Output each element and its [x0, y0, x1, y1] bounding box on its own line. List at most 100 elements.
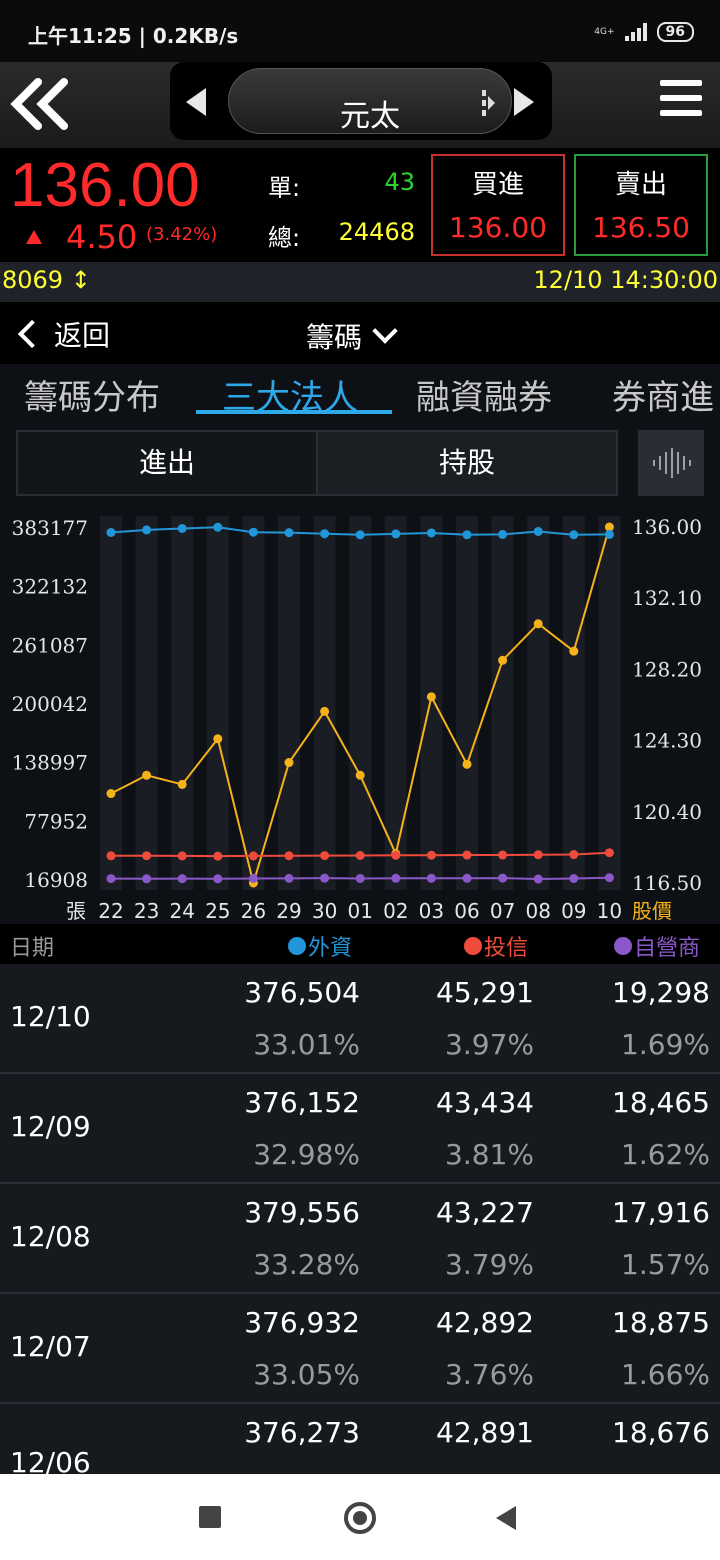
foreign-volume: 376,504 — [244, 976, 360, 1009]
tab-margin[interactable]: 融資融券 — [416, 378, 552, 416]
data-point — [604, 522, 614, 532]
single-label: 單: — [268, 174, 301, 202]
data-point — [248, 527, 258, 537]
y-left-tick: 383177 — [12, 516, 88, 540]
data-point — [213, 851, 223, 861]
updown-icon[interactable] — [480, 88, 496, 118]
x-tick: 03 — [419, 899, 444, 923]
y-left-tick: 138997 — [12, 751, 88, 775]
tab-institutional[interactable]: 三大法人 — [222, 378, 358, 416]
sub-nav: 返回 籌碼 — [0, 302, 720, 364]
data-point — [320, 851, 330, 861]
data-point — [355, 873, 365, 883]
trust-pct: 3.81% — [445, 1138, 534, 1171]
table-row[interactable]: 12/09 376,152 32.98% 43,434 3.81% 18,465… — [0, 1074, 720, 1184]
data-point — [320, 873, 330, 883]
dealer-pct: 1.66% — [621, 1358, 710, 1391]
dealer-volume: 18,875 — [612, 1306, 710, 1339]
segment-control: 進出 持股 — [16, 430, 618, 496]
segment-holdings[interactable]: 持股 — [318, 432, 616, 494]
price-change-pct: (3.42%) — [146, 224, 218, 245]
x-tick: 26 — [241, 899, 266, 923]
signal-icon — [624, 23, 647, 41]
x-tick: 08 — [525, 899, 550, 923]
trust-pct: 3.76% — [445, 1358, 534, 1391]
chart-column — [171, 516, 194, 890]
sell-label: 賣出 — [614, 170, 667, 200]
foreign-pct: 33.01% — [253, 1028, 360, 1061]
data-point — [391, 850, 401, 860]
x-tick: 22 — [98, 899, 123, 923]
trust-volume: 43,227 — [436, 1196, 534, 1229]
y-right-label: 股價 — [632, 899, 672, 923]
foreign-pct: 33.28% — [253, 1248, 360, 1281]
stock-name: 元太 — [340, 99, 400, 134]
data-point — [142, 525, 152, 535]
total-label: 總: — [268, 224, 301, 252]
stock-name-pill[interactable]: 元太 — [228, 68, 512, 134]
dealer-volume: 18,465 — [612, 1086, 710, 1119]
tab-bar: 籌碼分布 三大法人 融資融券 券商進 — [0, 364, 720, 416]
ticker-bar[interactable]: 8069 ↕ 12/10 14:30:00 — [0, 262, 720, 302]
quote-panel: 136.00 4.50 (3.42%) 單: 43 總: 24468 買進 13… — [0, 148, 720, 262]
double-back-icon[interactable] — [8, 76, 72, 132]
foreign-volume: 376,273 — [244, 1416, 360, 1449]
waveform-icon[interactable] — [638, 430, 704, 496]
table-row[interactable]: 12/08 379,556 33.28% 43,227 3.79% 17,916… — [0, 1184, 720, 1294]
tab-active-indicator — [196, 410, 392, 414]
institutional-chart: 383177 322132 261087 200042 138997 77952 16908… — [12, 515, 702, 923]
data-point — [177, 874, 187, 884]
x-tick: 23 — [134, 899, 159, 923]
recents-icon[interactable] — [199, 1506, 221, 1528]
data-point — [426, 528, 436, 538]
segment-in-out[interactable]: 進出 — [18, 432, 318, 494]
dot-icon — [614, 937, 632, 955]
buy-button[interactable]: 買進 136.00 — [431, 154, 565, 256]
y-left-tick: 16908 — [24, 868, 88, 892]
chart-column — [349, 516, 372, 890]
tab-chip-distribution[interactable]: 籌碼分布 — [24, 378, 160, 416]
data-point — [248, 873, 258, 883]
data-point — [462, 530, 472, 540]
chart-column — [384, 516, 407, 890]
network-label: 4G+ — [594, 26, 615, 37]
row-date: 12/07 — [10, 1330, 91, 1363]
data-point — [142, 770, 152, 780]
data-point — [533, 619, 543, 629]
data-point — [213, 734, 223, 744]
menu-icon[interactable] — [660, 80, 702, 124]
back-button[interactable]: 返回 — [14, 314, 110, 354]
dealer-volume: 19,298 — [612, 976, 710, 1009]
data-point — [604, 529, 614, 539]
dealer-pct: 1.69% — [621, 1028, 710, 1061]
foreign-volume: 379,556 — [244, 1196, 360, 1229]
table-row[interactable]: 12/10 376,504 33.01% 45,291 3.97% 19,298… — [0, 964, 720, 1074]
home-icon[interactable] — [344, 1502, 376, 1534]
table-row[interactable]: 12/06 376,273 42,891 18,676 — [0, 1404, 720, 1474]
updown-small-icon: ↕ — [70, 266, 91, 294]
data-point — [462, 850, 472, 860]
foreign-volume: 376,152 — [244, 1086, 360, 1119]
data-point — [462, 873, 472, 883]
last-price: 136.00 — [10, 151, 200, 220]
prev-stock-icon[interactable] — [186, 88, 206, 116]
data-point — [569, 530, 579, 540]
section-dropdown[interactable]: 籌碼 — [306, 316, 398, 356]
data-point — [106, 527, 116, 537]
back-triangle-icon[interactable] — [496, 1506, 516, 1530]
tab-broker[interactable]: 券商進 — [612, 378, 714, 416]
data-point — [284, 528, 294, 538]
data-point — [284, 758, 294, 768]
sell-button[interactable]: 賣出 136.50 — [574, 154, 708, 256]
price-change: 4.50 — [66, 218, 138, 256]
table-row[interactable]: 12/07 376,932 33.05% 42,892 3.76% 18,875… — [0, 1294, 720, 1404]
data-point — [177, 851, 187, 861]
chevron-down-icon — [372, 318, 398, 344]
next-stock-icon[interactable] — [514, 88, 534, 116]
y-left-tick: 261087 — [12, 633, 88, 657]
status-time: 上午11:25 | 0.2KB/s — [28, 24, 239, 48]
data-point — [533, 850, 543, 860]
legend-dealer: 自營商 — [614, 930, 700, 962]
app-header: 元太 — [0, 62, 720, 148]
data-point — [320, 706, 330, 716]
